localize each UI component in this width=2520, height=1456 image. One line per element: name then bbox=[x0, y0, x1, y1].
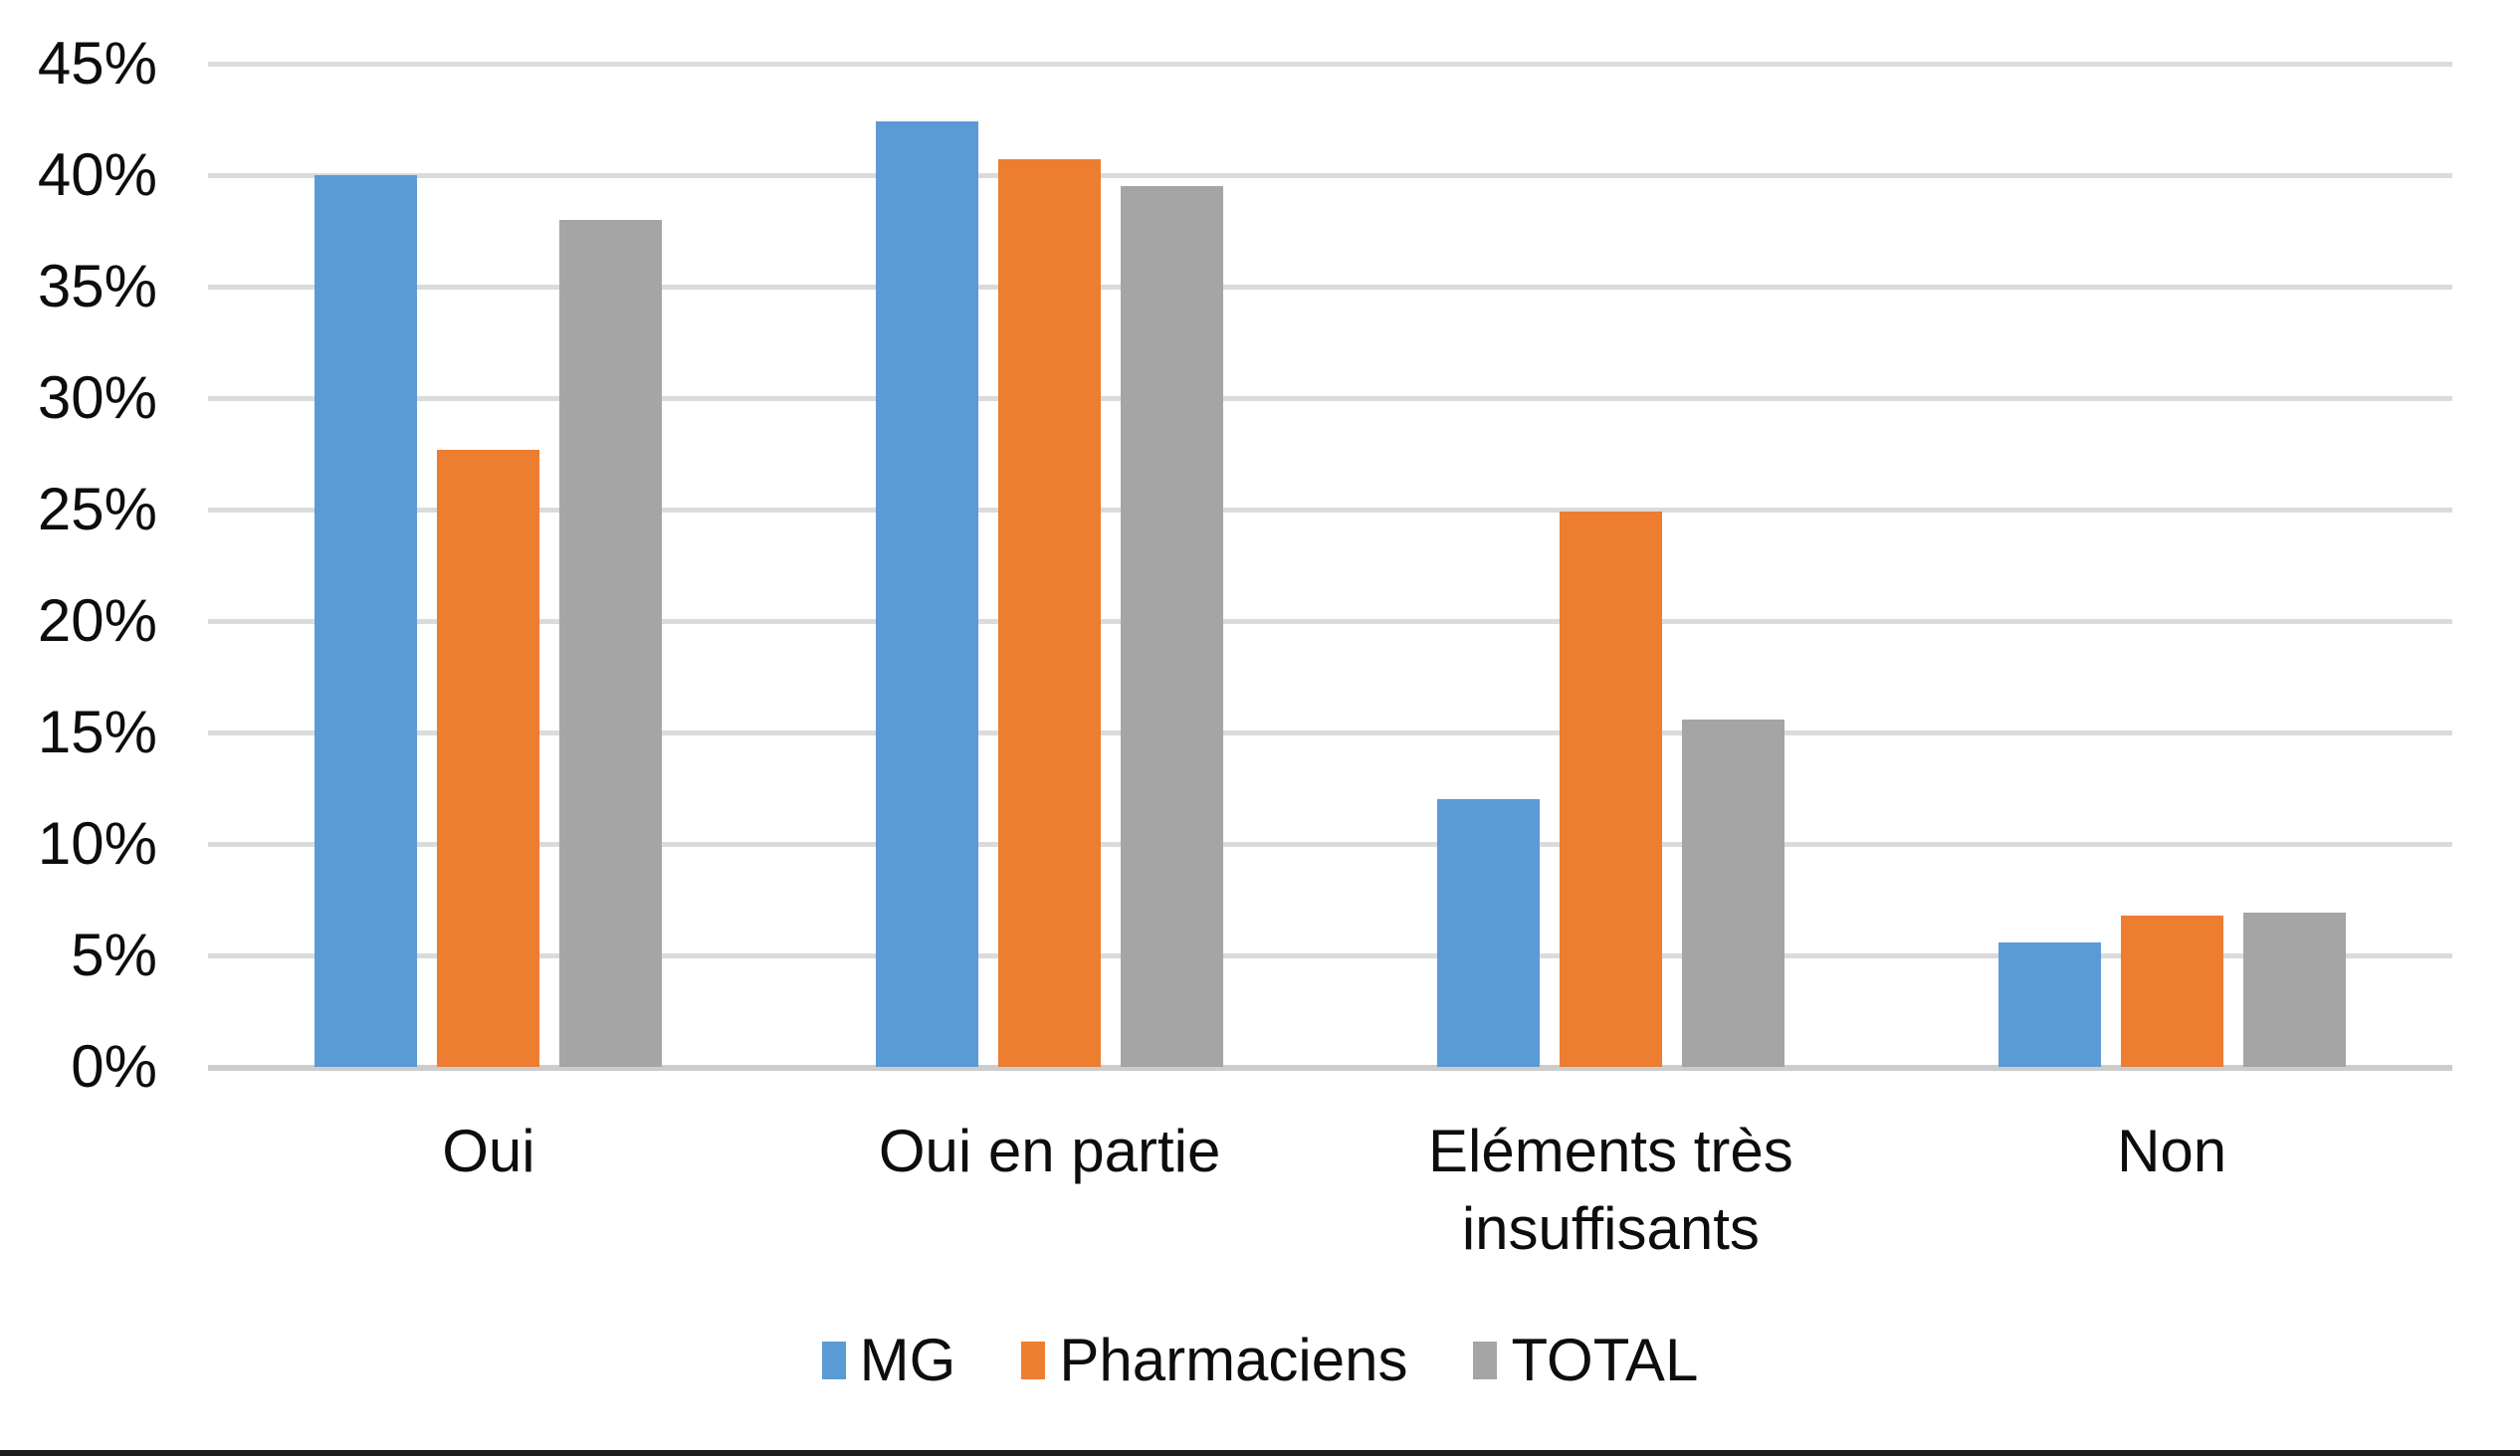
y-axis-tick-label-40: 40% bbox=[37, 141, 157, 208]
bar-pharmaciens-category-3 bbox=[2120, 915, 2223, 1067]
bar-pharmaciens-category-2 bbox=[1559, 512, 1662, 1067]
x-axis-line bbox=[208, 1065, 2452, 1071]
page-bottom-border bbox=[0, 1450, 2520, 1456]
y-axis-tick-label-15: 15% bbox=[37, 699, 157, 765]
bar-mg-category-1 bbox=[876, 121, 979, 1067]
x-axis-category-label-1: Oui en partie bbox=[878, 1118, 1221, 1184]
bar-pharmaciens-category-1 bbox=[998, 159, 1102, 1067]
x-axis-category-label-0: Oui bbox=[442, 1118, 535, 1184]
y-axis-tick-label-35: 35% bbox=[37, 253, 157, 319]
bar-mg-category-2 bbox=[1436, 799, 1540, 1067]
x-axis-category-label-2: Eléments très insuffisants bbox=[1427, 1118, 1793, 1262]
bar-total-category-0 bbox=[559, 219, 663, 1067]
chart-legend: MG Pharmaciens TOTAL bbox=[0, 1328, 2520, 1393]
y-gridline-5 bbox=[208, 953, 2452, 958]
y-axis-tick-label-30: 30% bbox=[37, 364, 157, 431]
y-gridline-10 bbox=[208, 842, 2452, 847]
legend-label: TOTAL bbox=[1511, 1327, 1699, 1393]
legend-marker-icon bbox=[1473, 1342, 1498, 1379]
legend-item-mg: MG bbox=[821, 1327, 956, 1393]
legend-label: MG bbox=[859, 1327, 956, 1393]
x-axis-category-label-3: Non bbox=[2117, 1118, 2227, 1184]
bar-total-category-2 bbox=[1681, 719, 1785, 1067]
y-gridline-45 bbox=[208, 62, 2452, 67]
y-gridline-20 bbox=[208, 619, 2452, 624]
bar-pharmaciens-category-0 bbox=[437, 449, 540, 1067]
bar-mg-category-0 bbox=[315, 175, 418, 1067]
y-axis-tick-label-5: 5% bbox=[71, 922, 157, 988]
legend-marker-icon bbox=[821, 1342, 846, 1379]
legend-label: Pharmaciens bbox=[1059, 1327, 1408, 1393]
legend-item-pharmaciens: Pharmaciens bbox=[1021, 1328, 1407, 1393]
y-axis-tick-label-0: 0% bbox=[71, 1033, 157, 1100]
y-axis-tick-label-25: 25% bbox=[37, 476, 157, 542]
y-axis-tick-label-10: 10% bbox=[37, 810, 157, 877]
y-axis-tick-label-45: 45% bbox=[37, 30, 157, 97]
y-gridline-40 bbox=[208, 173, 2452, 178]
bar-total-category-3 bbox=[2242, 913, 2346, 1067]
y-gridline-25 bbox=[208, 508, 2452, 513]
y-axis-tick-label-20: 20% bbox=[37, 587, 157, 654]
y-gridline-30 bbox=[208, 396, 2452, 401]
y-gridline-15 bbox=[208, 730, 2452, 735]
plot-area bbox=[208, 62, 2452, 1071]
bar-total-category-1 bbox=[1121, 186, 1224, 1067]
bar-mg-category-3 bbox=[1997, 941, 2101, 1067]
legend-item-total: TOTAL bbox=[1473, 1328, 1698, 1393]
legend-marker-icon bbox=[1021, 1342, 1046, 1379]
y-gridline-35 bbox=[208, 285, 2452, 290]
